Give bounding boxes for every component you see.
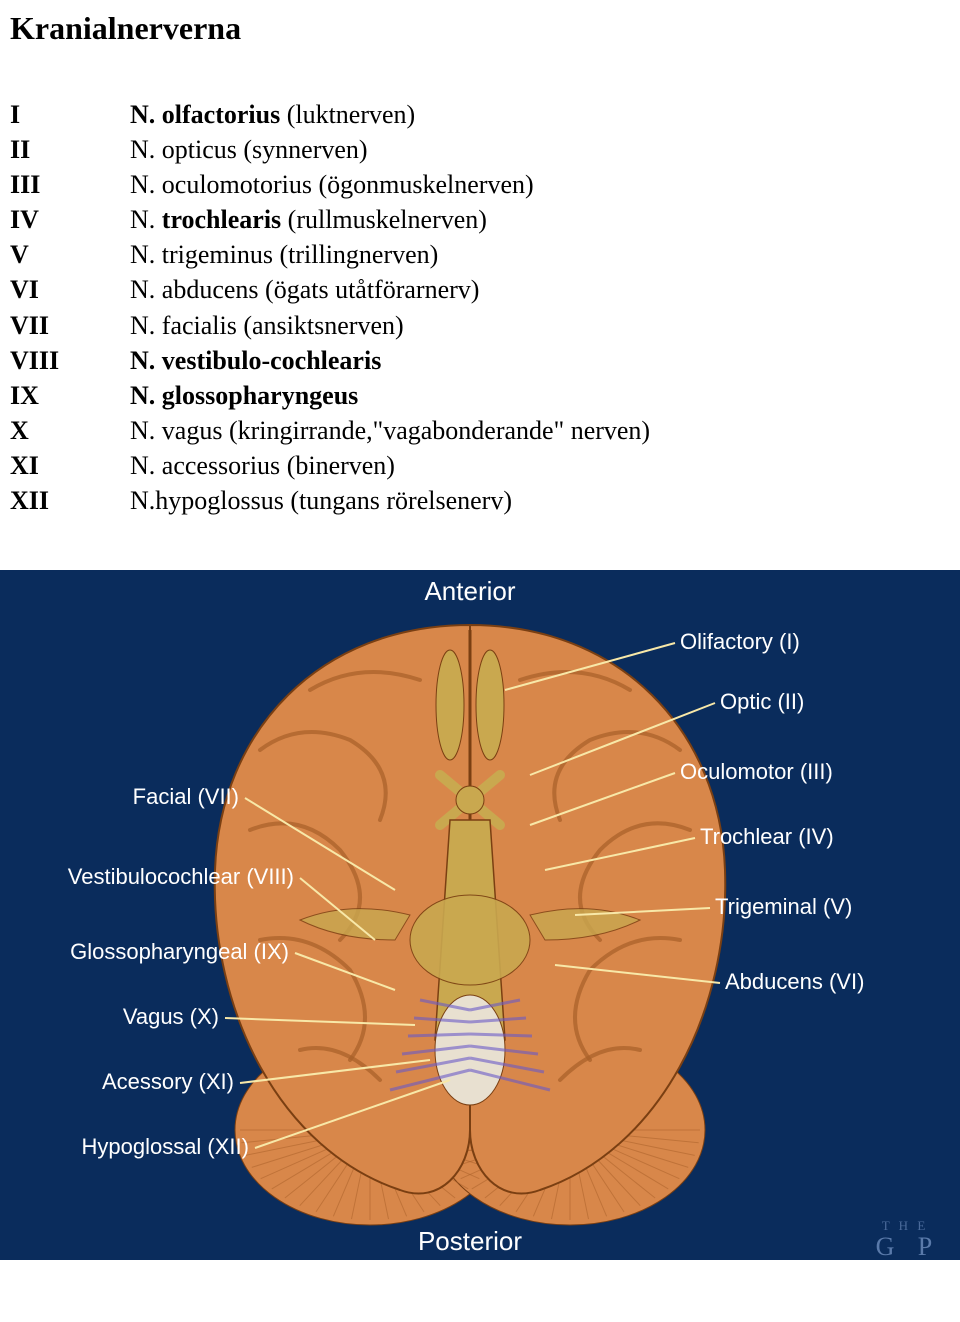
- nerve-numeral: X: [10, 413, 130, 448]
- nerve-description: N. vestibulo-cochlearis: [130, 343, 381, 378]
- nerve-numeral: V: [10, 237, 130, 272]
- nerve-numeral: IV: [10, 202, 130, 237]
- svg-text:Optic (II): Optic (II): [720, 689, 804, 714]
- page-title: Kranialnerverna: [0, 0, 960, 47]
- nerve-numeral: II: [10, 132, 130, 167]
- brain-diagram: T H EGP Anterior Posterior Olifactory (I) Op…: [0, 570, 960, 1260]
- svg-text:Hypoglossal (XII): Hypoglossal (XII): [81, 1134, 249, 1159]
- nerve-row: VIIN. facialis (ansiktsnerven): [10, 308, 960, 343]
- svg-text:Oculomotor (III): Oculomotor (III): [680, 759, 833, 784]
- svg-text:Facial (VII): Facial (VII): [133, 784, 239, 809]
- svg-text:T H E: T H E: [882, 1218, 929, 1233]
- nerve-row: IN. olfactorius (luktnerven): [10, 97, 960, 132]
- nerve-description: N. trigeminus (trillingnerven): [130, 237, 438, 272]
- nerve-numeral: XII: [10, 483, 130, 518]
- nerve-row: IIIN. oculomotorius (ögonmuskelnerven): [10, 167, 960, 202]
- svg-text:P: P: [918, 1232, 932, 1260]
- nerve-row: XIIN.hypoglossus (tungans rörelsenerv): [10, 483, 960, 518]
- svg-text:G: G: [876, 1232, 895, 1260]
- nerve-description: N. olfactorius (luktnerven): [130, 97, 415, 132]
- svg-text:Anterior: Anterior: [424, 576, 515, 606]
- nerve-list: IN. olfactorius (luktnerven)IIN. opticus…: [10, 97, 960, 518]
- nerve-description: N. glossopharyngeus: [130, 378, 358, 413]
- svg-text:Trigeminal (V): Trigeminal (V): [715, 894, 852, 919]
- svg-text:Abducens (VI): Abducens (VI): [725, 969, 864, 994]
- nerve-numeral: VIII: [10, 343, 130, 378]
- svg-text:Glossopharyngeal (IX): Glossopharyngeal (IX): [70, 939, 289, 964]
- nerve-row: VIIIN. vestibulo-cochlearis: [10, 343, 960, 378]
- nerve-description: N. opticus (synnerven): [130, 132, 368, 167]
- nerve-numeral: VII: [10, 308, 130, 343]
- nerve-numeral: VI: [10, 272, 130, 307]
- nerve-row: IVN. trochlearis (rullmuskelnerven): [10, 202, 960, 237]
- nerve-numeral: XI: [10, 448, 130, 483]
- svg-text:Olifactory (I): Olifactory (I): [680, 629, 800, 654]
- nerve-numeral: I: [10, 97, 130, 132]
- svg-text:Trochlear (IV): Trochlear (IV): [700, 824, 834, 849]
- nerve-description: N. accessorius (binerven): [130, 448, 395, 483]
- nerve-row: VIN. abducens (ögats utåtförarnerv): [10, 272, 960, 307]
- svg-text:Vestibulocochlear (VIII): Vestibulocochlear (VIII): [68, 864, 294, 889]
- svg-text:Posterior: Posterior: [418, 1226, 522, 1256]
- brain-svg: T H EGP Anterior Posterior Olifactory (I) Op…: [0, 570, 960, 1260]
- nerve-description: N.hypoglossus (tungans rörelsenerv): [130, 483, 512, 518]
- svg-text:Vagus (X): Vagus (X): [123, 1004, 219, 1029]
- nerve-description: N. trochlearis (rullmuskelnerven): [130, 202, 487, 237]
- nerve-description: N. vagus (kringirrande,"vagabonderande" …: [130, 413, 650, 448]
- nerve-row: XIN. accessorius (binerven): [10, 448, 960, 483]
- nerve-numeral: IX: [10, 378, 130, 413]
- nerve-row: VN. trigeminus (trillingnerven): [10, 237, 960, 272]
- nerve-numeral: III: [10, 167, 130, 202]
- nerve-description: N. oculomotorius (ögonmuskelnerven): [130, 167, 534, 202]
- nerve-description: N. facialis (ansiktsnerven): [130, 308, 404, 343]
- svg-text:Acessory (XI): Acessory (XI): [102, 1069, 234, 1094]
- nerve-description: N. abducens (ögats utåtförarnerv): [130, 272, 479, 307]
- nerve-row: IIN. opticus (synnerven): [10, 132, 960, 167]
- nerve-row: IXN. glossopharyngeus: [10, 378, 960, 413]
- nerve-row: XN. vagus (kringirrande,"vagabonderande"…: [10, 413, 960, 448]
